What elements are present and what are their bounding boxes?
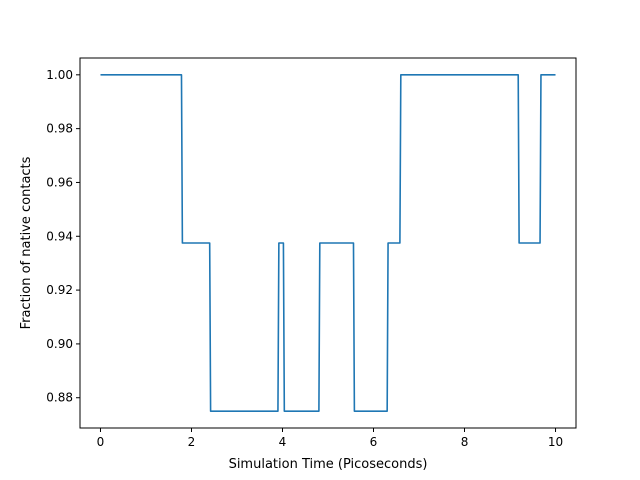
y-tick-label: 0.98 — [46, 122, 73, 136]
x-tick-label: 6 — [370, 435, 378, 449]
y-tick-label: 0.96 — [46, 175, 73, 189]
x-tick-label: 0 — [97, 435, 105, 449]
x-axis-label: Simulation Time (Picoseconds) — [229, 457, 428, 472]
y-tick-label: 1.00 — [46, 68, 73, 82]
series-layer — [100, 74, 556, 412]
y-tick-label: 0.92 — [46, 283, 73, 297]
plot-frame — [79, 57, 577, 429]
x-tick-label: 2 — [188, 435, 196, 449]
y-tick-label: 0.94 — [46, 229, 73, 243]
series-line — [100, 74, 556, 412]
x-tick-label: 4 — [279, 435, 287, 449]
x-tick-label: 10 — [548, 435, 563, 449]
y-axis-label: Fraction of native contacts — [19, 156, 34, 329]
y-tick-label: 0.88 — [46, 391, 73, 405]
x-axis-ticks: 0 2 4 6 8 10 — [97, 428, 563, 449]
x-tick-label: 8 — [461, 435, 469, 449]
y-tick-label: 0.90 — [46, 337, 73, 351]
y-axis-ticks: 0.88 0.90 0.92 0.94 0.96 0.98 1.00 — [46, 68, 80, 405]
